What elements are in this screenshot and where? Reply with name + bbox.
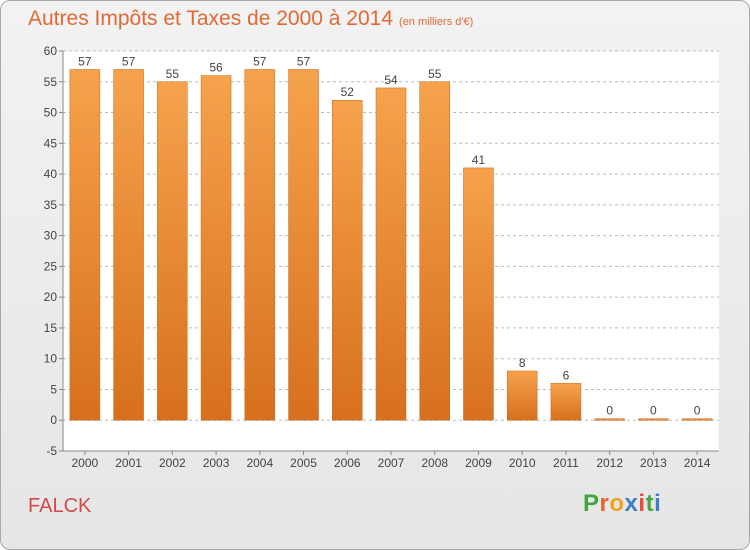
bar-value-label: 57 — [122, 54, 136, 68]
bar-value-label: 57 — [78, 54, 92, 68]
bar — [113, 69, 144, 421]
y-tick-label: 10 — [44, 352, 58, 366]
logo-letter: P — [583, 490, 600, 517]
x-tick-label: 2010 — [509, 456, 536, 470]
y-tick-label: 15 — [44, 321, 58, 335]
y-tick-label: 50 — [44, 106, 58, 120]
bar-value-label: 56 — [209, 61, 223, 75]
logo-letter: t — [645, 490, 655, 517]
bar — [200, 75, 232, 421]
y-tick-label: -5 — [46, 444, 57, 458]
y-tick-label: 0 — [50, 413, 57, 427]
bar — [681, 418, 713, 421]
bar — [69, 69, 101, 421]
y-tick-label: 30 — [44, 229, 58, 243]
y-tick-label: 40 — [44, 167, 58, 181]
x-tick-label: 2004 — [246, 456, 273, 470]
logo-letter: x — [624, 490, 639, 517]
x-tick-label: 2012 — [596, 456, 623, 470]
x-tick-label: 2006 — [334, 456, 361, 470]
bar-value-label: 54 — [384, 73, 398, 87]
x-tick-label: 2000 — [72, 456, 99, 470]
x-tick-label: 2007 — [378, 456, 405, 470]
x-tick-label: 2011 — [553, 456, 579, 470]
bar — [375, 87, 407, 421]
bar — [419, 81, 450, 421]
bar — [594, 418, 625, 421]
x-tick-label: 2008 — [421, 456, 448, 470]
logo-letter: i — [638, 490, 646, 517]
chart-title: Autres Impôts et Taxes de 2000 à 2014 (en… — [28, 7, 473, 31]
bar-value-label: 6 — [563, 368, 570, 382]
bar-value-label: 41 — [472, 153, 486, 167]
bar-value-label: 57 — [297, 54, 311, 68]
bar-value-label: 55 — [428, 67, 442, 81]
x-tick-label: 2009 — [465, 456, 492, 470]
bar-value-label: 0 — [694, 404, 701, 418]
bar-value-label: 0 — [650, 404, 657, 418]
y-tick-label: 35 — [44, 198, 58, 212]
bar — [550, 383, 582, 421]
bar — [244, 69, 276, 421]
bar — [506, 370, 538, 421]
logo-letter: i — [654, 490, 662, 517]
x-tick-label: 2005 — [290, 456, 317, 470]
chart-subtitle: (en milliers d'€) — [399, 16, 474, 28]
y-tick-label: 60 — [44, 44, 58, 58]
y-tick-label: 20 — [44, 290, 58, 304]
proxiti-logo: Proxiti — [583, 490, 661, 518]
logo-letter: o — [609, 490, 625, 517]
bar — [157, 81, 188, 421]
bar-value-label: 52 — [341, 85, 355, 99]
x-tick-label: 2013 — [640, 456, 667, 470]
y-tick-label: 55 — [44, 75, 58, 89]
y-tick-label: 5 — [50, 382, 57, 396]
y-tick-label: 45 — [44, 136, 58, 150]
bar — [288, 69, 319, 421]
bar-value-label: 57 — [253, 54, 267, 68]
bar — [463, 167, 494, 421]
bar — [332, 99, 363, 421]
logo-letter: r — [599, 490, 610, 517]
x-tick-label: 2014 — [684, 456, 711, 470]
bar-value-label: 8 — [519, 356, 526, 370]
place-name: FALCK — [28, 495, 92, 517]
bar-value-label: 55 — [166, 67, 180, 81]
bar-value-label: 0 — [606, 404, 613, 418]
chart-title-text: Autres Impôts et Taxes de 2000 à 2014 — [28, 7, 394, 30]
x-tick-label: 2001 — [115, 456, 142, 470]
y-tick-label: 25 — [44, 259, 58, 273]
x-tick-label: 2003 — [203, 456, 230, 470]
x-tick-label: 2002 — [159, 456, 186, 470]
bar — [638, 418, 669, 421]
